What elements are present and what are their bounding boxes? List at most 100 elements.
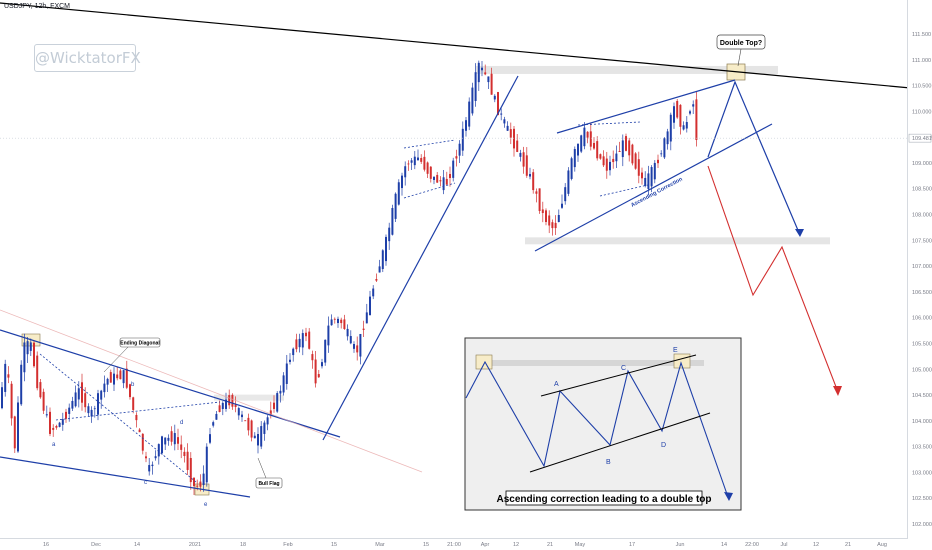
candle (637, 151, 640, 184)
candle (273, 395, 275, 413)
candle-body (234, 404, 237, 407)
price-tick-label: 111.500 (912, 32, 931, 38)
candle-body (42, 391, 45, 411)
candle (29, 338, 32, 356)
candle-body (593, 142, 595, 149)
candle (212, 420, 215, 428)
candle (324, 339, 327, 366)
candle (541, 201, 544, 223)
candle-body (388, 227, 391, 242)
candle (487, 76, 490, 90)
candle-body (260, 426, 263, 447)
candle-body (426, 162, 429, 174)
candle (74, 385, 77, 408)
candle-body (461, 128, 464, 151)
candle (36, 351, 39, 391)
candle-body (337, 318, 339, 324)
time-tick-label: 15 (331, 542, 337, 548)
price-tick-label: 107.000 (912, 264, 932, 270)
watermark-logo: @WicktatorFX (34, 44, 141, 72)
time-tick-label: 17 (629, 542, 635, 548)
candle-body (644, 177, 647, 186)
candle (81, 373, 83, 411)
candle (65, 408, 67, 423)
current-price-tag (908, 133, 932, 143)
candle (663, 137, 666, 160)
time-tick-label: Feb (283, 542, 292, 548)
candle (282, 372, 285, 396)
candle-body (548, 215, 551, 226)
candle-body (279, 390, 282, 394)
inset-label-D: D (661, 442, 666, 449)
candle-body (401, 175, 403, 189)
candle-body (535, 191, 538, 194)
candle-body (634, 153, 637, 169)
candle-body (141, 433, 144, 451)
candlesticks (1, 60, 698, 496)
trendlines (0, 2, 932, 498)
candle (266, 415, 269, 431)
candle-body (458, 143, 461, 156)
candle (529, 167, 531, 180)
candle-body (394, 193, 397, 219)
candle-body (452, 160, 455, 178)
price-tick-label: 105.000 (912, 367, 932, 373)
bull-flag-callout: Bull Flag (255, 477, 283, 489)
candle-body (177, 437, 179, 444)
candle (369, 290, 371, 316)
candle-body (180, 444, 183, 450)
candle (634, 152, 637, 170)
candle (276, 391, 279, 413)
ending-diagonal-callout-box (119, 337, 161, 348)
candle (516, 134, 519, 153)
candle-body (468, 101, 471, 127)
candle (52, 424, 55, 437)
candle-body (221, 402, 224, 410)
candle-body (577, 144, 579, 156)
symbol-label: USDJPY, 12h, FXCM (4, 3, 71, 10)
candle-body (599, 154, 602, 159)
candle-body (170, 431, 173, 442)
inset-panel (464, 337, 742, 511)
candle-body (193, 477, 195, 487)
candle (23, 333, 26, 382)
time-tick-label: 16 (43, 542, 49, 548)
candle-body (269, 410, 272, 415)
candle (100, 389, 103, 409)
candle (397, 179, 400, 206)
candle-body (381, 250, 384, 270)
candle (481, 60, 483, 77)
candle (573, 146, 576, 172)
candle-body (276, 393, 279, 412)
candle (138, 428, 141, 433)
candle-body (455, 156, 458, 159)
candle-body (212, 422, 215, 426)
candle-body (378, 266, 381, 273)
candle (167, 434, 170, 446)
candle (471, 82, 474, 116)
candle-body (52, 427, 55, 430)
candle (583, 122, 586, 150)
candle (215, 410, 218, 420)
candle-body (445, 178, 448, 185)
candle-body (157, 444, 160, 457)
candle-body (410, 160, 413, 163)
inset-price-path (465, 360, 729, 498)
inset-diagram: A B C D E Ascending correction leading to a d… (464, 337, 742, 511)
price-tick-label: 102.500 (912, 496, 932, 502)
inset-upper-channel (540, 354, 697, 397)
price-axis-bg (908, 0, 932, 550)
candle (161, 435, 163, 455)
candle-body (317, 374, 320, 378)
candle-body (413, 156, 416, 166)
candle (241, 410, 243, 422)
candle-body (292, 348, 295, 356)
support-zone (525, 237, 830, 245)
candle-body (71, 400, 74, 409)
candle (353, 341, 355, 353)
candle-body (26, 341, 29, 355)
candle-body (250, 420, 253, 438)
candle-body (602, 156, 605, 166)
candle (308, 328, 311, 350)
